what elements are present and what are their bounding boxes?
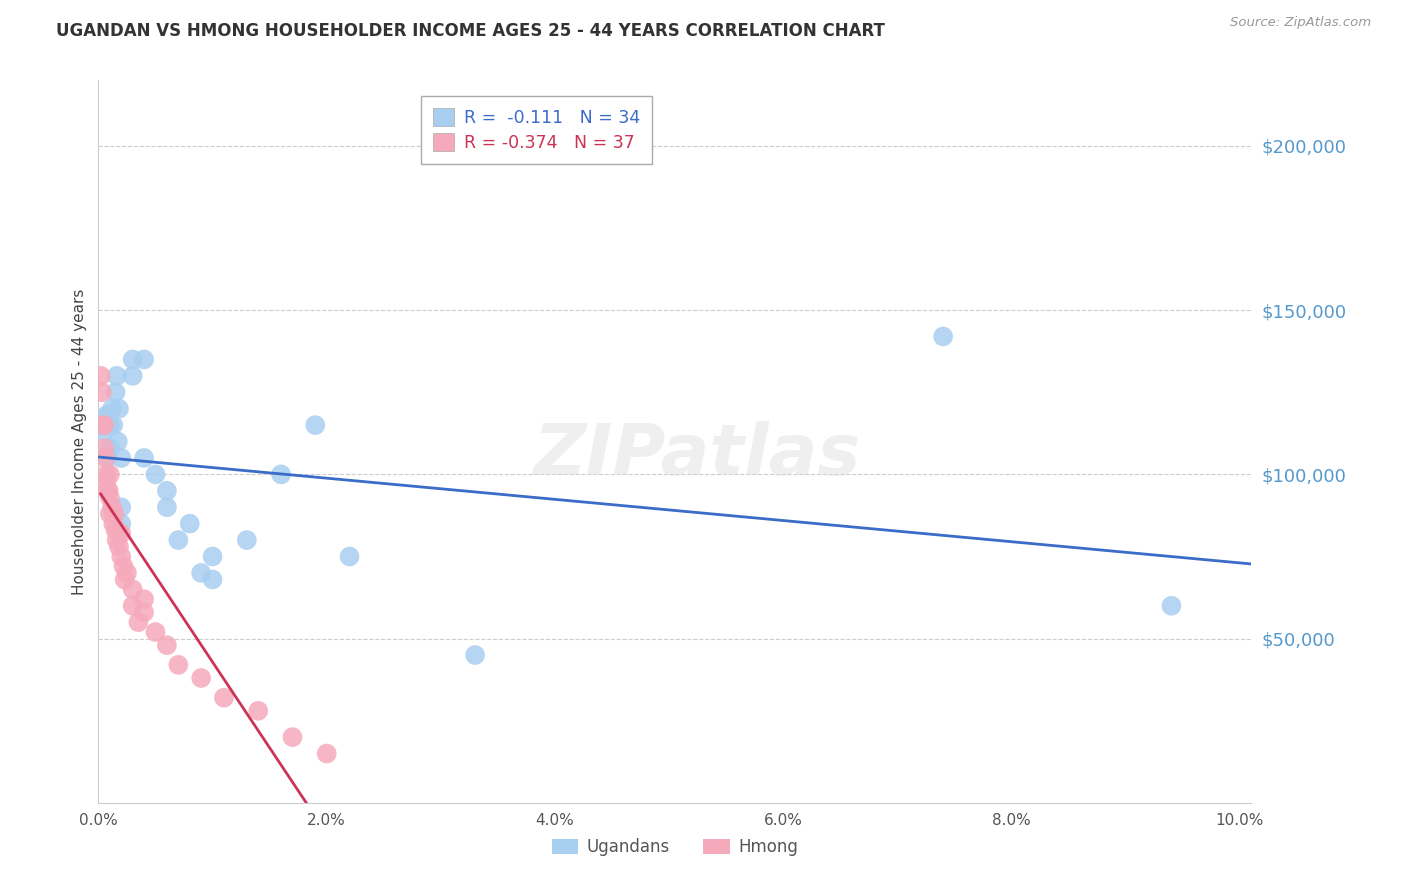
Point <box>103 507 125 521</box>
Point <box>98 507 121 521</box>
Point <box>190 671 212 685</box>
Point <box>96 474 118 488</box>
Point <box>115 566 138 580</box>
Legend: Ugandans, Hmong: Ugandans, Hmong <box>546 831 804 863</box>
Point <box>132 592 155 607</box>
Point <box>107 434 129 449</box>
Point <box>96 483 118 498</box>
Point <box>108 540 131 554</box>
Point <box>103 516 125 531</box>
Point <box>110 526 132 541</box>
Point <box>270 467 292 482</box>
Point <box>201 573 224 587</box>
Point <box>167 657 190 672</box>
Point <box>132 450 155 465</box>
Point <box>101 401 124 416</box>
Point <box>281 730 304 744</box>
Point <box>464 648 486 662</box>
Point <box>156 500 179 515</box>
Point <box>93 425 115 439</box>
Point <box>97 483 120 498</box>
Point <box>121 368 143 383</box>
Point <box>932 329 955 343</box>
Point <box>98 441 121 455</box>
Point <box>96 409 118 423</box>
Point <box>156 638 179 652</box>
Text: ZIPatlas: ZIPatlas <box>534 422 862 491</box>
Point <box>179 516 201 531</box>
Point <box>103 418 125 433</box>
Point <box>339 549 361 564</box>
Point <box>132 352 155 367</box>
Point <box>1160 599 1182 613</box>
Point <box>98 491 121 505</box>
Point <box>93 418 115 433</box>
Point <box>97 409 120 423</box>
Point <box>96 450 118 465</box>
Point <box>121 582 143 597</box>
Point <box>132 605 155 619</box>
Point <box>121 599 143 613</box>
Point <box>108 401 131 416</box>
Point <box>104 385 127 400</box>
Point <box>145 467 167 482</box>
Point <box>112 559 135 574</box>
Point <box>236 533 259 547</box>
Point <box>96 467 118 482</box>
Point <box>247 704 270 718</box>
Point <box>94 450 117 465</box>
Point <box>98 467 121 482</box>
Point <box>114 573 136 587</box>
Point <box>110 500 132 515</box>
Point <box>145 625 167 640</box>
Point <box>91 418 114 433</box>
Point <box>167 533 190 547</box>
Point <box>110 549 132 564</box>
Point <box>90 368 112 383</box>
Point <box>156 483 179 498</box>
Point <box>121 352 143 367</box>
Text: Source: ZipAtlas.com: Source: ZipAtlas.com <box>1230 16 1371 29</box>
Point <box>315 747 337 761</box>
Point <box>127 615 149 630</box>
Point <box>304 418 326 433</box>
Point <box>90 385 112 400</box>
Point <box>93 441 115 455</box>
Y-axis label: Householder Income Ages 25 - 44 years: Householder Income Ages 25 - 44 years <box>72 288 87 595</box>
Point <box>101 500 124 515</box>
Text: UGANDAN VS HMONG HOUSEHOLDER INCOME AGES 25 - 44 YEARS CORRELATION CHART: UGANDAN VS HMONG HOUSEHOLDER INCOME AGES… <box>56 22 886 40</box>
Point <box>190 566 212 580</box>
Point <box>201 549 224 564</box>
Point <box>212 690 235 705</box>
Point <box>105 533 128 547</box>
Point <box>105 368 128 383</box>
Point <box>110 450 132 465</box>
Point <box>98 418 121 433</box>
Point <box>104 523 127 537</box>
Point <box>110 516 132 531</box>
